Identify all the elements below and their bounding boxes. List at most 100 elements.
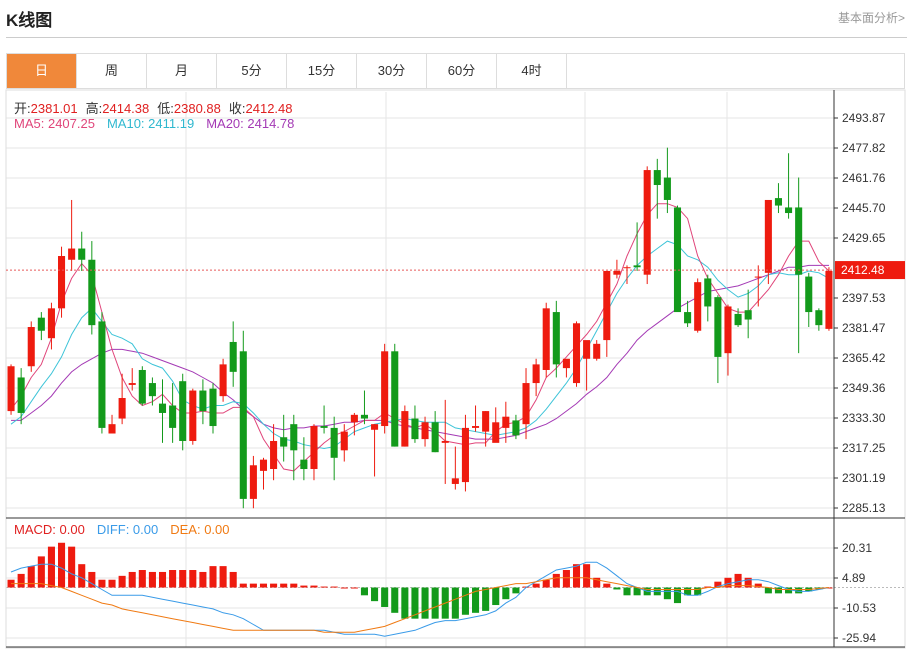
candle-body bbox=[330, 427, 338, 458]
macd-info: MACD: 0.00 DIFF: 0.00 DEA: 0.00 bbox=[14, 522, 230, 537]
y-tick-label: 2381.47 bbox=[842, 321, 886, 335]
candle-body bbox=[340, 431, 348, 451]
macd-bar bbox=[27, 566, 35, 588]
macd-bar bbox=[209, 566, 217, 588]
candle-body bbox=[7, 366, 15, 412]
candle-body bbox=[744, 310, 752, 320]
macd-bar bbox=[189, 570, 197, 588]
candle-body bbox=[785, 207, 793, 214]
candle-body bbox=[411, 418, 419, 440]
y-tick-label: 2397.53 bbox=[842, 291, 886, 305]
candle-body bbox=[684, 312, 692, 324]
macd-y-tick-label: 20.31 bbox=[842, 541, 872, 555]
macd-bar bbox=[229, 571, 237, 588]
tab-15min[interactable]: 15分 bbox=[287, 54, 357, 88]
tab-30min[interactable]: 30分 bbox=[357, 54, 427, 88]
candle-body bbox=[381, 351, 389, 427]
candle-body bbox=[583, 340, 591, 359]
low-value: 2380.88 bbox=[173, 101, 221, 116]
y-tick-label: 2445.70 bbox=[842, 201, 886, 215]
candle-body bbox=[360, 414, 368, 419]
ohlc-info: 开:2381.01 高:2414.38 低:2380.88 收:2412.48 bbox=[14, 98, 293, 117]
macd-bar bbox=[320, 586, 328, 588]
ma5-line bbox=[10, 203, 830, 472]
y-tick-label: 2493.87 bbox=[842, 111, 886, 125]
low-label: 低: bbox=[157, 101, 174, 116]
macd-y-tick-label: -25.94 bbox=[842, 631, 876, 645]
tab-4h[interactable]: 4时 bbox=[497, 54, 567, 88]
macd-bar bbox=[37, 556, 45, 588]
macd-bar bbox=[431, 587, 439, 619]
candle-body bbox=[623, 267, 631, 269]
candle-body bbox=[47, 308, 55, 339]
macd-bar bbox=[714, 581, 722, 588]
candle-body bbox=[512, 420, 520, 436]
candle-body bbox=[189, 390, 197, 441]
ma10-label: MA10: bbox=[106, 116, 149, 131]
candle-body bbox=[229, 341, 237, 372]
dea-line bbox=[11, 577, 830, 633]
candle-body bbox=[128, 383, 136, 385]
macd-bar bbox=[88, 571, 96, 588]
y-tick-label: 2349.36 bbox=[842, 381, 886, 395]
candle-body bbox=[310, 426, 318, 470]
candle-body bbox=[694, 282, 702, 331]
macd-bar bbox=[280, 583, 288, 588]
main-panel-border bbox=[6, 90, 905, 648]
candle-body bbox=[461, 427, 469, 483]
grid-lines bbox=[6, 92, 905, 647]
macd-bar bbox=[169, 570, 177, 588]
macd-bar bbox=[785, 587, 793, 594]
candle-body bbox=[280, 437, 288, 447]
open-label: 开: bbox=[14, 101, 31, 116]
macd-bar bbox=[259, 583, 268, 588]
candle-body bbox=[451, 478, 459, 484]
macd-bar bbox=[461, 587, 469, 615]
ma20-value: 2414.78 bbox=[247, 116, 295, 131]
candle-body bbox=[371, 424, 379, 430]
tab-5min[interactable]: 5分 bbox=[217, 54, 287, 88]
candle-body bbox=[78, 248, 86, 260]
macd-bar bbox=[360, 587, 368, 596]
candle-body bbox=[572, 323, 581, 384]
macd-bar bbox=[583, 564, 591, 588]
candle-body bbox=[542, 308, 550, 370]
macd-bar bbox=[663, 587, 671, 600]
tab-month[interactable]: 月 bbox=[147, 54, 217, 88]
macd-y-tick-label: -10.53 bbox=[842, 601, 876, 615]
candle-body bbox=[350, 414, 358, 423]
candle-body bbox=[148, 383, 156, 397]
header-divider bbox=[6, 37, 907, 38]
macd-bar bbox=[411, 587, 419, 619]
candle-body bbox=[805, 276, 813, 313]
macd-bar bbox=[552, 573, 560, 588]
diff-line bbox=[10, 561, 830, 637]
candle-body bbox=[108, 424, 116, 434]
ma-info: MA5: 2407.25 MA10: 2411.19 MA20: 2414.78 bbox=[14, 116, 294, 131]
tab-week[interactable]: 周 bbox=[77, 54, 147, 88]
candle-body bbox=[158, 403, 167, 413]
close-label: 收: bbox=[228, 101, 246, 116]
macd-bar bbox=[118, 575, 126, 588]
tab-60min[interactable]: 60分 bbox=[427, 54, 497, 88]
candle-body bbox=[633, 265, 641, 268]
candle-body bbox=[58, 256, 66, 309]
fundamental-analysis-link[interactable]: 基本面分析> bbox=[837, 11, 905, 25]
tab-day[interactable]: 日 bbox=[7, 54, 77, 88]
candle-body bbox=[764, 199, 772, 273]
candle-body bbox=[259, 459, 268, 471]
candle-body bbox=[522, 383, 530, 425]
candle-body bbox=[603, 270, 611, 341]
macd-bar bbox=[724, 577, 732, 588]
candle-body bbox=[673, 207, 682, 313]
ma-lines bbox=[10, 203, 830, 472]
macd-bar bbox=[764, 587, 772, 594]
candle-body bbox=[724, 306, 732, 354]
candle-body bbox=[98, 321, 106, 428]
last-price-label: 2412.48 bbox=[841, 263, 885, 277]
candle-body bbox=[472, 426, 480, 428]
candle-body bbox=[714, 297, 722, 357]
macd-bar bbox=[613, 587, 621, 590]
macd-bar bbox=[532, 583, 540, 588]
